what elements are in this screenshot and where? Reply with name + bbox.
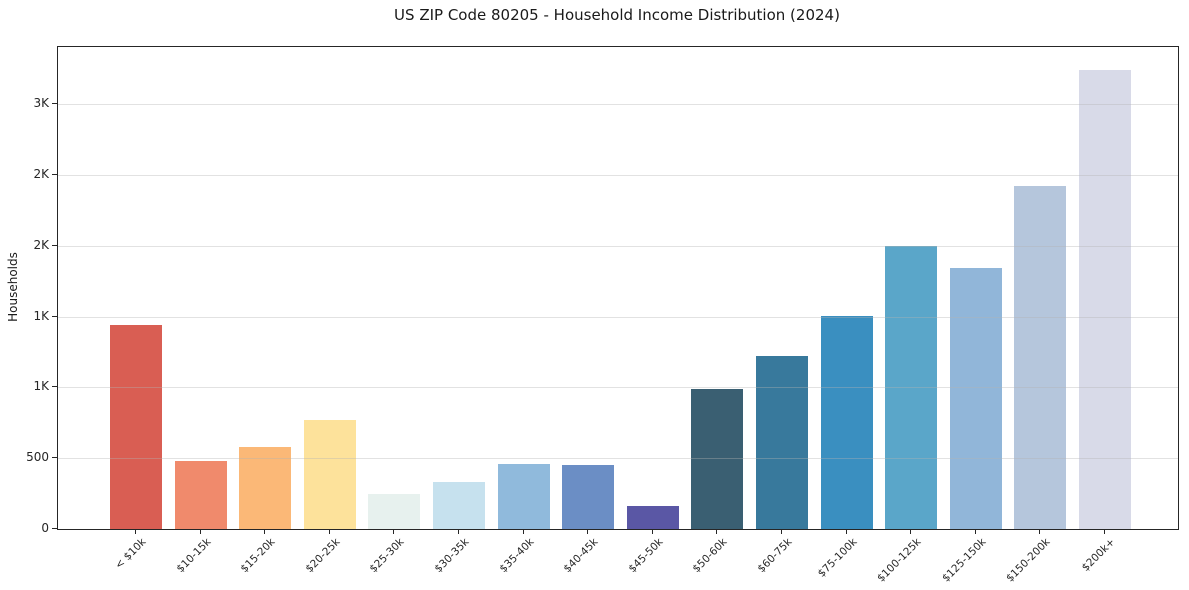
x-tick-mark bbox=[974, 529, 976, 534]
bar bbox=[691, 388, 744, 529]
bar bbox=[756, 356, 808, 529]
x-tick-mark bbox=[651, 529, 653, 534]
x-tick-mark bbox=[910, 529, 912, 534]
bar bbox=[820, 315, 873, 529]
gridline bbox=[58, 458, 1178, 460]
x-tick-mark bbox=[199, 529, 201, 534]
y-tick-mark bbox=[52, 103, 57, 105]
gridline bbox=[58, 316, 1178, 318]
plot-area bbox=[57, 46, 1179, 530]
y-tick-mark bbox=[52, 244, 57, 246]
x-tick-mark bbox=[458, 529, 459, 534]
x-tick-mark bbox=[328, 529, 330, 534]
y-tick-label: 500 bbox=[26, 450, 49, 465]
y-tick-mark bbox=[52, 174, 57, 176]
bar bbox=[1014, 186, 1067, 529]
bar bbox=[368, 493, 421, 529]
y-tick-label: 2K bbox=[33, 237, 49, 252]
x-tick-mark bbox=[264, 529, 266, 534]
bar bbox=[562, 464, 615, 529]
bar bbox=[949, 267, 1002, 529]
y-tick-label: 0 bbox=[41, 521, 49, 535]
x-tick-mark bbox=[522, 529, 524, 534]
y-tick-mark bbox=[52, 386, 57, 388]
x-tick-label: < $10k bbox=[112, 536, 149, 572]
bar bbox=[239, 446, 292, 529]
bar bbox=[626, 506, 679, 529]
gridline bbox=[58, 175, 1178, 177]
x-tick-mark bbox=[587, 529, 589, 534]
y-tick-label: 1K bbox=[33, 379, 49, 394]
y-tick-label: 2K bbox=[33, 167, 49, 182]
gridline bbox=[58, 245, 1178, 247]
x-tick-mark bbox=[781, 529, 782, 534]
gridline bbox=[58, 387, 1178, 389]
bar bbox=[497, 463, 550, 529]
y-tick-mark bbox=[52, 528, 57, 529]
chart-title: US ZIP Code 80205 - Household Income Dis… bbox=[394, 6, 840, 24]
bar bbox=[110, 325, 162, 529]
bar bbox=[303, 420, 356, 529]
bar bbox=[885, 245, 938, 529]
x-tick-mark bbox=[1039, 529, 1041, 534]
x-tick-mark bbox=[1104, 529, 1105, 534]
x-tick-mark bbox=[845, 529, 847, 534]
x-tick-mark bbox=[716, 529, 718, 534]
x-tick-mark bbox=[393, 529, 395, 534]
x-tick-mark bbox=[135, 529, 136, 534]
bar bbox=[433, 481, 485, 529]
bar bbox=[1079, 70, 1131, 529]
y-tick-mark bbox=[52, 457, 57, 459]
bar bbox=[174, 461, 227, 529]
gridline bbox=[58, 104, 1178, 106]
y-tick-label: 1K bbox=[33, 308, 49, 323]
y-tick-mark bbox=[52, 315, 57, 317]
y-tick-label: 3K bbox=[33, 96, 49, 111]
